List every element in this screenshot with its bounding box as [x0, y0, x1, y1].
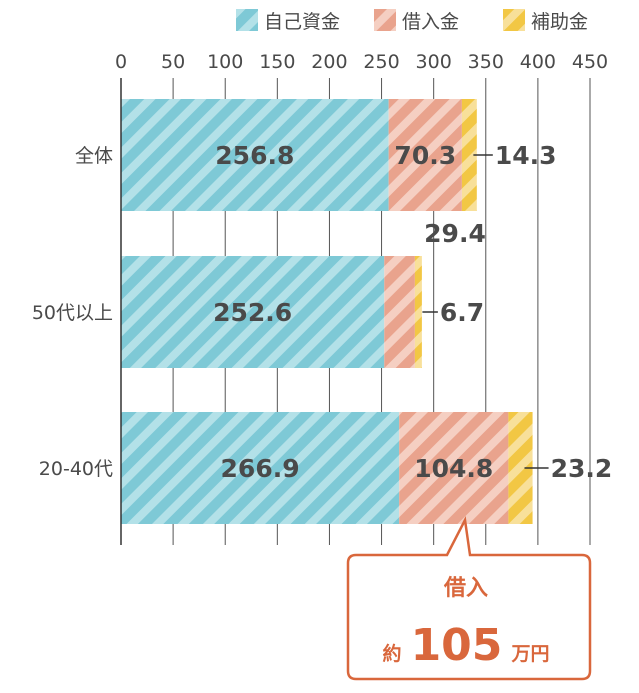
callout-amount: 約 105 万円: [382, 620, 549, 671]
bar-segment: [121, 256, 385, 368]
callout: 借入 約 105 万円: [346, 515, 592, 681]
data-label: 252.6: [213, 298, 292, 327]
legend-label: 借入金: [402, 11, 459, 33]
data-label: 266.9: [221, 454, 300, 483]
data-label: 256.8: [215, 141, 294, 170]
axis-layer: 0 50 100 150 200 250 300 350 400 450 全体 50代以上 20-40代: [32, 51, 608, 545]
category-label: 50代以上: [32, 302, 113, 324]
bar-segment: [384, 256, 415, 368]
data-label: 29.4: [424, 219, 486, 248]
data-label: 6.7: [440, 298, 484, 327]
data-label: 70.3: [394, 141, 456, 170]
x-tick-label: 50: [161, 51, 185, 73]
x-tick-label: 100: [207, 51, 243, 73]
bars-layer: [121, 99, 533, 524]
legend-label: 補助金: [531, 11, 588, 33]
category-label: 全体: [75, 145, 113, 167]
data-label: 14.3: [495, 141, 557, 170]
bar-segment: [121, 412, 400, 524]
legend: 自己資金 借入金 補助金: [236, 9, 588, 33]
x-tick-label: 350: [468, 51, 504, 73]
callout-box: [346, 515, 592, 681]
x-tick-label: 250: [363, 51, 399, 73]
legend-swatch: [236, 9, 258, 31]
data-labels: 256.8 70.3 14.3 252.6 29.4 6.7 266.9 104.8 23.2: [213, 141, 612, 483]
x-tick-label: 450: [572, 51, 608, 73]
bar-segment: [414, 256, 422, 368]
bar-segment: [388, 99, 462, 211]
callout-title: 借入: [443, 576, 488, 601]
legend-swatch: [503, 9, 525, 31]
x-tick-label: 300: [416, 51, 452, 73]
callout-prefix: 約: [382, 642, 401, 665]
legend-label: 自己資金: [264, 11, 340, 33]
legend-swatch: [374, 9, 396, 31]
x-tick-label: 200: [311, 51, 347, 73]
x-tick-label: 0: [115, 51, 127, 73]
data-label: 104.8: [414, 454, 493, 483]
data-label: 23.2: [551, 454, 613, 483]
callout-value: 105: [411, 620, 503, 671]
bar-segment: [399, 412, 509, 524]
category-label: 20-40代: [39, 458, 113, 480]
x-tick-label: 400: [520, 51, 556, 73]
callout-unit: 万円: [511, 643, 550, 665]
bar-segment: [461, 99, 477, 211]
bar-segment: [121, 99, 389, 211]
x-tick-label: 150: [259, 51, 295, 73]
